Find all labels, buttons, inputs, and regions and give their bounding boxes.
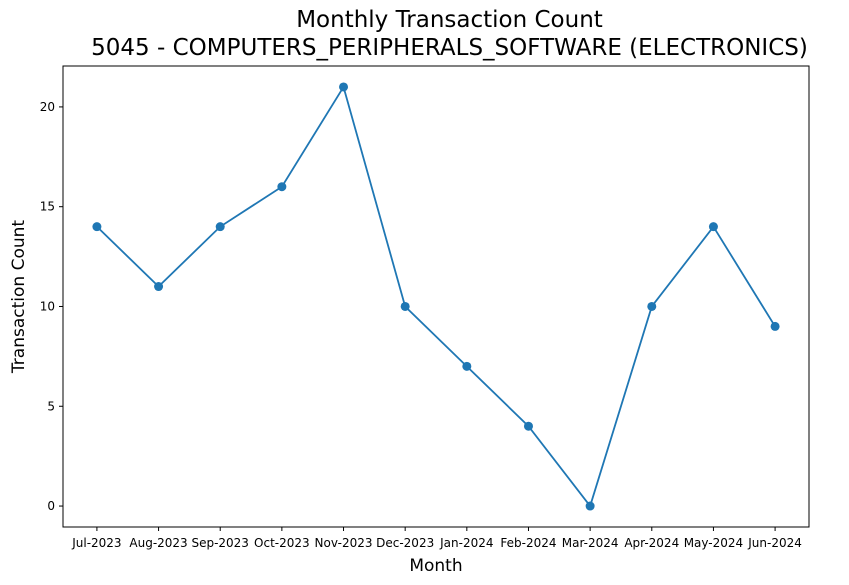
data-point [277, 182, 287, 192]
plot-area [62, 65, 810, 528]
data-point [215, 222, 225, 232]
data-point [770, 321, 780, 331]
x-axis-label: Month [409, 556, 462, 576]
series-line [96, 84, 776, 508]
y-tick-label: 0 [47, 499, 55, 513]
x-tick-label: Jul-2023 [71, 536, 121, 550]
x-tick-label: Jan-2024 [439, 536, 493, 550]
x-tick-label: Aug-2023 [129, 536, 187, 550]
data-point [462, 361, 472, 371]
data-point [339, 82, 349, 92]
data-point [523, 421, 533, 431]
x-tick-label: Sep-2023 [191, 536, 249, 550]
x-tick-label: May-2024 [684, 536, 743, 550]
data-point [647, 301, 657, 311]
data-point [708, 222, 718, 232]
x-tick-label: Jun-2024 [747, 536, 802, 550]
x-tick-label: Mar-2024 [562, 536, 619, 550]
data-point [154, 282, 164, 292]
chart-subtitle: 5045 - COMPUTERS_PERIPHERALS_SOFTWARE (E… [91, 35, 808, 61]
x-tick-label: Feb-2024 [500, 536, 556, 550]
data-point [92, 222, 102, 232]
y-tick-label: 5 [47, 399, 55, 413]
data-point [400, 301, 410, 311]
x-tick-label: Oct-2023 [254, 536, 310, 550]
chart-title: Monthly Transaction Count [296, 7, 603, 33]
y-tick-label: 15 [40, 200, 55, 214]
y-axis-label: Transaction Count [9, 220, 29, 374]
x-tick-label: Nov-2023 [315, 536, 373, 550]
y-axis-ticks: 0 5 10 15 20 [40, 100, 63, 513]
data-point [585, 501, 595, 511]
x-axis-ticks: Jul-2023 Aug-2023 Sep-2023 Oct-2023 Nov-2023… [71, 527, 802, 550]
y-tick-label: 10 [40, 299, 55, 313]
x-tick-label: Dec-2023 [376, 536, 434, 550]
series-transaction-count [92, 82, 780, 511]
x-tick-label: Apr-2024 [624, 536, 679, 550]
y-tick-label: 20 [40, 100, 55, 114]
